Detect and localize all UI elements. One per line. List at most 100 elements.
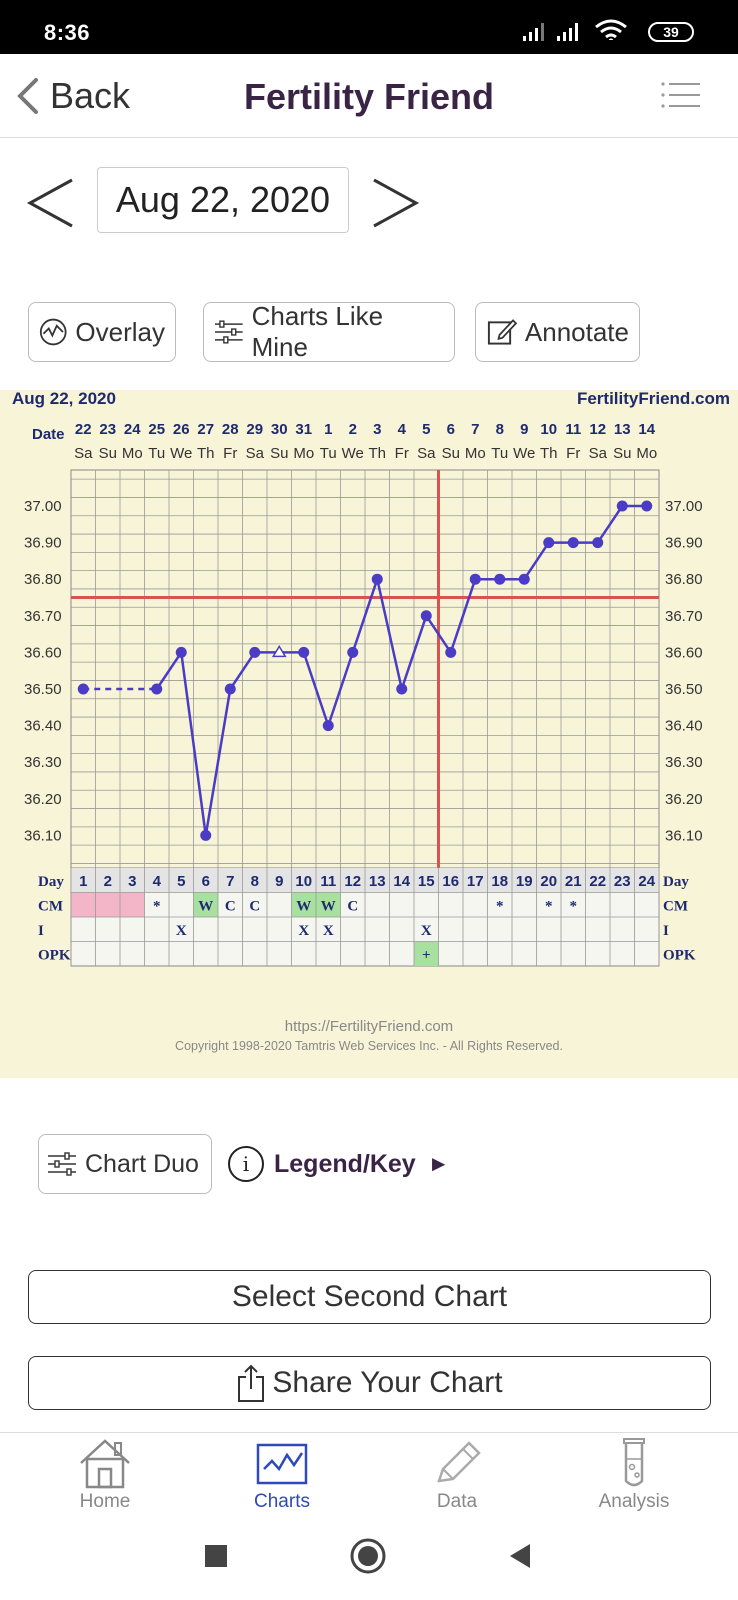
cell-signal-icon-2 xyxy=(557,23,578,41)
period-cell xyxy=(95,892,120,917)
cycle-day-label: 4 xyxy=(153,873,162,890)
weekday-tick-label: Tu xyxy=(320,445,337,462)
nav-data[interactable]: Data xyxy=(387,1433,527,1513)
weekday-tick-label: Su xyxy=(442,445,460,462)
nav-data-label: Data xyxy=(436,1491,478,1512)
date-row-label: Date xyxy=(32,426,65,443)
date-display[interactable]: Aug 22, 2020 xyxy=(97,167,349,233)
weekday-tick-label: Mo xyxy=(122,445,143,462)
y-tick-label-left: 36.70 xyxy=(24,608,62,625)
date-tick-label: 27 xyxy=(197,421,214,438)
cm-mark: * xyxy=(545,899,553,915)
weekday-tick-label: Sa xyxy=(417,445,436,462)
date-tick-label: 8 xyxy=(496,421,504,438)
date-tick-label: 22 xyxy=(75,421,92,438)
weekday-tick-label: Fr xyxy=(223,445,237,462)
annotate-label: Annotate xyxy=(524,316,629,347)
y-tick-label-left: 36.80 xyxy=(24,571,62,588)
wifi-icon xyxy=(595,19,627,40)
cycle-day-label: 2 xyxy=(104,873,112,890)
temperature-point xyxy=(347,646,359,658)
annotate-button[interactable]: Annotate xyxy=(475,302,640,362)
next-date-button[interactable] xyxy=(370,176,420,230)
y-tick-label-right: 36.80 xyxy=(665,571,703,588)
overlay-icon xyxy=(39,318,67,346)
cycle-day-label: 11 xyxy=(320,873,336,890)
battery-icon: 39 xyxy=(648,22,694,42)
test-tube-icon xyxy=(623,1438,645,1487)
charts-like-mine-button[interactable]: Charts Like Mine xyxy=(203,301,455,362)
temperature-point xyxy=(445,646,457,658)
y-tick-label-left: 36.90 xyxy=(24,535,62,552)
nav-home-label: Home xyxy=(79,1491,131,1512)
temperature-point xyxy=(641,500,653,512)
nav-charts[interactable]: Charts xyxy=(212,1433,352,1513)
cycle-day-label: 10 xyxy=(295,873,312,890)
intercourse-mark: X xyxy=(298,923,309,939)
temperature-line-segment xyxy=(229,651,256,690)
overlay-button[interactable]: Overlay xyxy=(28,302,176,362)
temperature-point xyxy=(494,573,506,585)
cm-mark: W xyxy=(321,899,336,915)
chart-duo-button[interactable]: Chart Duo xyxy=(38,1134,212,1194)
charts-like-mine-label: Charts Like Mine xyxy=(251,301,384,362)
edit-note-icon xyxy=(487,319,517,345)
home-circle-icon[interactable] xyxy=(348,1536,388,1576)
temperature-point xyxy=(543,537,555,549)
weekday-tick-label: Mo xyxy=(636,445,657,462)
date-tick-label: 3 xyxy=(373,421,381,438)
cm-mark: * xyxy=(496,899,504,915)
y-tick-label-left: 36.40 xyxy=(24,718,62,735)
bbt-chart: Aug 22, 2020 FertilityFriend.com Date 22 Sa 2… xyxy=(0,390,738,1078)
back-button[interactable]: Back xyxy=(14,72,130,120)
chart-date-label: Aug 22, 2020 xyxy=(12,390,116,408)
select-second-chart-button[interactable]: Select Second Chart xyxy=(28,1270,711,1324)
opk-row-label-right: OPK xyxy=(663,948,696,964)
y-tick-label-left: 36.50 xyxy=(24,681,62,698)
share-chart-button[interactable]: Share Your Chart xyxy=(28,1356,711,1410)
cycle-day-label: 5 xyxy=(177,873,185,890)
temperature-point xyxy=(396,683,408,695)
y-tick-label-right: 36.10 xyxy=(665,827,703,844)
cycle-day-label: 16 xyxy=(442,873,459,890)
nav-analysis-label: Analysis xyxy=(598,1491,670,1512)
cycle-day-label: 9 xyxy=(275,873,283,890)
previous-date-button[interactable] xyxy=(26,176,76,230)
y-tick-label-left: 36.60 xyxy=(24,644,62,661)
temperature-line-segment xyxy=(302,652,330,726)
overlay-label: Overlay xyxy=(75,316,165,347)
temperature-line-segment xyxy=(327,652,354,726)
app-header: Back Fertility Friend xyxy=(0,54,738,138)
temperature-line-segment xyxy=(351,578,379,653)
temperature-line-segment xyxy=(180,652,207,836)
weekday-tick-label: Fr xyxy=(395,445,409,462)
chart-duo-label: Chart Duo xyxy=(85,1149,199,1178)
temperature-point xyxy=(322,720,334,732)
y-tick-label-right: 36.20 xyxy=(665,791,703,808)
select-second-chart-label: Select Second Chart xyxy=(231,1280,508,1313)
cm-mark: C xyxy=(249,899,260,915)
cycle-day-label: 3 xyxy=(128,873,136,890)
recent-apps-icon[interactable] xyxy=(196,1536,236,1576)
legend-key-link[interactable]: i Legend/Key ► xyxy=(228,1144,449,1184)
cycle-day-label: 19 xyxy=(516,873,533,890)
date-tick-label: 14 xyxy=(638,421,655,438)
nav-charts-label: Charts xyxy=(254,1491,310,1512)
cm-row-label-left: CM xyxy=(38,899,63,915)
cycle-day-label: 18 xyxy=(491,873,508,890)
chart-icon xyxy=(256,1443,308,1485)
nav-analysis[interactable]: Analysis xyxy=(564,1433,704,1513)
temperature-line-segment xyxy=(204,688,232,836)
temperature-point xyxy=(224,683,236,695)
cycle-day-label: 7 xyxy=(226,873,234,890)
cm-row-label-right: CM xyxy=(663,899,688,915)
i-row-label-right: I xyxy=(663,923,669,939)
date-tick-label: 11 xyxy=(565,421,581,438)
weekday-tick-label: Th xyxy=(540,445,558,462)
nav-home[interactable]: Home xyxy=(35,1433,175,1513)
back-triangle-icon[interactable] xyxy=(500,1536,540,1576)
menu-list-icon[interactable] xyxy=(660,80,702,112)
y-tick-label-left: 36.30 xyxy=(24,754,62,771)
day-row-label-left: Day xyxy=(38,874,64,890)
